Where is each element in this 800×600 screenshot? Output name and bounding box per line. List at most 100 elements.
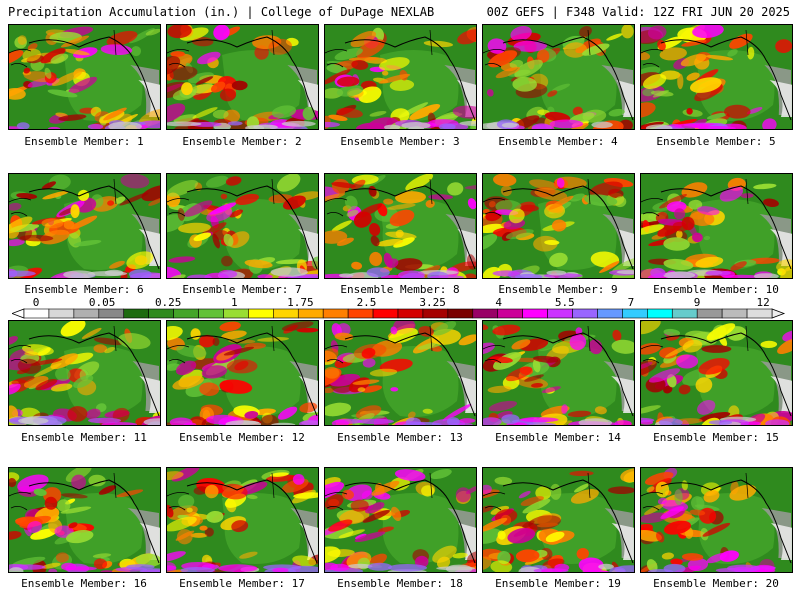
map-panel-member-9 bbox=[482, 173, 635, 279]
precip-map-image bbox=[641, 468, 792, 572]
colorbar-swatch bbox=[547, 308, 573, 319]
member-caption: Ensemble Member: 12 bbox=[179, 431, 305, 444]
colorbar-swatch bbox=[48, 308, 75, 319]
colorbar-swatch bbox=[372, 308, 399, 319]
member-caption: Ensemble Member: 18 bbox=[337, 577, 463, 590]
map-panel-member-17 bbox=[166, 467, 319, 573]
member-caption: Ensemble Member: 1 bbox=[24, 135, 144, 148]
map-panel-member-18 bbox=[324, 467, 477, 573]
map-panel-member-13 bbox=[324, 320, 477, 426]
precip-map-image bbox=[167, 174, 318, 278]
precip-map-image bbox=[483, 468, 634, 572]
colorbar-swatch bbox=[622, 308, 648, 319]
colorbar-tick-label: 7 bbox=[628, 296, 635, 309]
map-panel-member-6 bbox=[8, 173, 161, 279]
colorbar-swatch bbox=[297, 308, 324, 319]
colorbar-swatch bbox=[223, 308, 249, 319]
colorbar-swatch bbox=[148, 308, 174, 319]
precip-map-image bbox=[641, 174, 792, 278]
map-panel-member-11 bbox=[8, 320, 161, 426]
colorbar-swatch bbox=[696, 308, 723, 319]
colorbar-swatch bbox=[347, 308, 374, 319]
colorbar-swatch bbox=[422, 308, 449, 319]
colorbar-swatch bbox=[248, 308, 274, 319]
member-caption: Ensemble Member: 2 bbox=[182, 135, 302, 148]
precip-map-image bbox=[641, 321, 792, 425]
header-valid-time: 00Z GEFS | F348 Valid: 12Z FRI JUN 20 20… bbox=[486, 5, 790, 19]
member-caption: Ensemble Member: 14 bbox=[495, 431, 621, 444]
colorbar-swatch bbox=[597, 308, 623, 319]
member-caption: Ensemble Member: 6 bbox=[24, 283, 144, 296]
colorbar-tick-label: 12 bbox=[756, 296, 769, 309]
precip-map-image bbox=[483, 174, 634, 278]
precip-map-image bbox=[325, 174, 476, 278]
precip-map-image bbox=[9, 174, 160, 278]
precip-map-image bbox=[641, 25, 792, 129]
colorbar-tick-label: 2.5 bbox=[357, 296, 377, 309]
member-caption: Ensemble Member: 19 bbox=[495, 577, 621, 590]
colorbar-tick-label: 0 bbox=[33, 296, 40, 309]
member-caption: Ensemble Member: 16 bbox=[21, 577, 147, 590]
map-panel-member-2 bbox=[166, 24, 319, 130]
colorbar-tick-label: 9 bbox=[694, 296, 701, 309]
member-caption: Ensemble Member: 20 bbox=[653, 577, 779, 590]
colorbar-swatch bbox=[497, 308, 523, 319]
colorbar-swatch bbox=[273, 308, 299, 319]
member-caption: Ensemble Member: 11 bbox=[21, 431, 147, 444]
precip-map-image bbox=[9, 321, 160, 425]
colorbar-swatch bbox=[671, 308, 698, 319]
member-caption: Ensemble Member: 4 bbox=[498, 135, 618, 148]
precip-map-image bbox=[325, 468, 476, 572]
colorbar-tick-label: 1 bbox=[231, 296, 238, 309]
colorbar-swatch bbox=[447, 308, 474, 319]
colorbar-swatch bbox=[572, 308, 598, 319]
precip-map-image bbox=[483, 321, 634, 425]
member-caption: Ensemble Member: 3 bbox=[340, 135, 460, 148]
colorbar-tick-label: 0.05 bbox=[89, 296, 116, 309]
member-caption: Ensemble Member: 10 bbox=[653, 283, 779, 296]
precip-map-image bbox=[9, 25, 160, 129]
map-panel-member-4 bbox=[482, 24, 635, 130]
precip-map-image bbox=[167, 468, 318, 572]
precip-map-image bbox=[325, 321, 476, 425]
member-caption: Ensemble Member: 8 bbox=[340, 283, 460, 296]
member-caption: Ensemble Member: 15 bbox=[653, 431, 779, 444]
precipitation-colorbar: 0 0.05 0.25 1 1.75 2.5 3.25 4 5.5 7 9 12 bbox=[12, 296, 786, 319]
map-panel-member-5 bbox=[640, 24, 793, 130]
colorbar-tick-label: 5.5 bbox=[555, 296, 575, 309]
member-caption: Ensemble Member: 17 bbox=[179, 577, 305, 590]
member-caption: Ensemble Member: 9 bbox=[498, 283, 618, 296]
colorbar-swatch bbox=[472, 308, 499, 319]
map-panel-member-12 bbox=[166, 320, 319, 426]
precip-map-image bbox=[167, 25, 318, 129]
colorbar-tick-label: 3.25 bbox=[419, 296, 446, 309]
colorbar-tick-label: 4 bbox=[495, 296, 502, 309]
map-panel-member-10 bbox=[640, 173, 793, 279]
colorbar-swatch bbox=[98, 308, 125, 319]
map-panel-member-3 bbox=[324, 24, 477, 130]
header-title: Precipitation Accumulation (in.) | Colle… bbox=[8, 5, 435, 19]
colorbar-swatch bbox=[746, 308, 773, 319]
colorbar-swatch bbox=[73, 308, 100, 319]
map-panel-member-7 bbox=[166, 173, 319, 279]
colorbar-left-arrow bbox=[12, 308, 25, 319]
map-panel-member-8 bbox=[324, 173, 477, 279]
colorbar-swatch bbox=[23, 308, 50, 319]
colorbar-swatch bbox=[322, 308, 349, 319]
member-caption: Ensemble Member: 13 bbox=[337, 431, 463, 444]
map-panel-member-14 bbox=[482, 320, 635, 426]
map-panel-member-1 bbox=[8, 24, 161, 130]
colorbar-tick-label: 0.25 bbox=[155, 296, 182, 309]
colorbar-swatch bbox=[198, 308, 224, 319]
colorbar-swatch bbox=[522, 308, 548, 319]
colorbar-right-arrow bbox=[771, 308, 786, 319]
colorbar-swatch bbox=[123, 308, 149, 319]
precip-map-image bbox=[325, 25, 476, 129]
colorbar-swatch bbox=[173, 308, 199, 319]
precip-map-image bbox=[167, 321, 318, 425]
map-panel-member-20 bbox=[640, 467, 793, 573]
colorbar-swatch bbox=[721, 308, 748, 319]
map-panel-member-19 bbox=[482, 467, 635, 573]
precip-map-image bbox=[483, 25, 634, 129]
colorbar-tick-label: 1.75 bbox=[287, 296, 314, 309]
